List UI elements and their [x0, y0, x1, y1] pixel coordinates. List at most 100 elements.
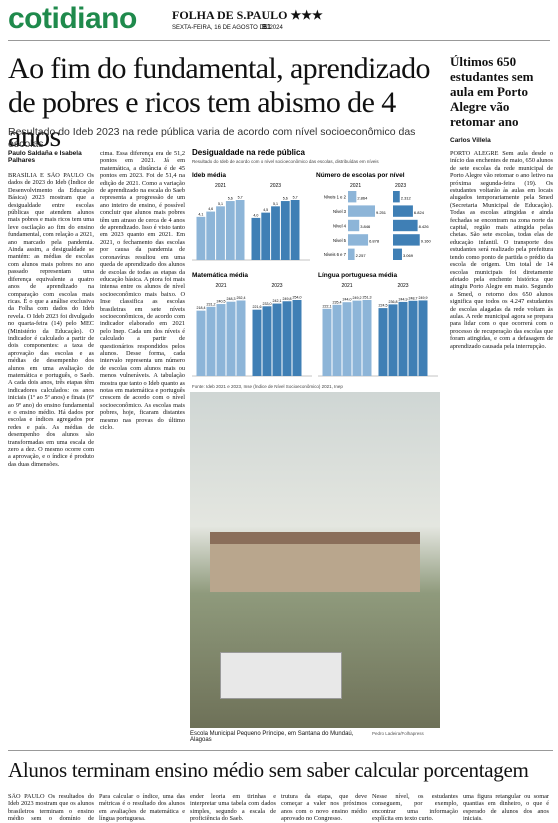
- bottom-body-column: uma figura retangular ou somar quantias …: [463, 793, 549, 823]
- bar: [348, 234, 369, 246]
- bar: [271, 206, 280, 260]
- bar: [292, 300, 302, 376]
- bar: [216, 304, 226, 376]
- value-label: 249,2: [353, 296, 362, 300]
- source: Fonte: Ideb 2021 e 2023, Inse (Índice de…: [192, 383, 343, 389]
- bar: [206, 211, 216, 260]
- value-label: 2.864: [357, 195, 368, 200]
- bar: [362, 300, 372, 376]
- bottom-headline: Alunos terminam ensino médio sem saber c…: [8, 758, 529, 782]
- value-label: 244,0: [343, 298, 352, 302]
- subhead: Resultado do Ideb 2023 na rede pública v…: [8, 126, 416, 150]
- bar: [418, 300, 428, 376]
- value-label: 4,6: [208, 207, 213, 211]
- bar: [225, 201, 235, 260]
- value-label: 224,5: [379, 304, 388, 308]
- side-headline: Últimos 650 estudantes sem aula em Porto…: [450, 54, 534, 129]
- series-label: 2023: [397, 283, 408, 289]
- series-label: 2023: [395, 183, 406, 189]
- series-label: 2021: [215, 283, 226, 289]
- bar: [348, 248, 355, 260]
- bar: [262, 306, 272, 376]
- bar: [348, 191, 357, 203]
- infographic-title: Desigualdade na rede pública: [192, 148, 305, 157]
- value-label: 222,1: [323, 304, 332, 308]
- side-byline: Carlos Villela: [450, 137, 491, 144]
- infographic: Desigualdade na rede pública Resultado d…: [192, 148, 438, 389]
- value-label: 252,4: [237, 296, 246, 300]
- value-label: 4,1: [198, 212, 203, 216]
- category-label: Nível 3: [333, 209, 347, 214]
- bottom-body-column: Para calcular o índice, uma das métricas…: [99, 793, 185, 823]
- bar: [388, 304, 398, 376]
- bar: [322, 308, 332, 376]
- value-label: 235,4: [333, 300, 342, 304]
- category-label: Nível 4: [333, 223, 347, 228]
- value-label: 4,0: [253, 213, 258, 217]
- bar: [196, 310, 206, 376]
- date: SEXTA-FEIRA, 16 DE AGOSTO DE 2024: [172, 25, 283, 31]
- bar: [290, 200, 300, 260]
- bar: [378, 308, 388, 376]
- series-label: 2021: [350, 183, 361, 189]
- value-label: 240,5: [217, 300, 226, 304]
- bar: [196, 216, 206, 260]
- bottom-body-column: Nesse nível, os estudantes conseguem, po…: [372, 793, 458, 823]
- bar: [393, 191, 400, 203]
- bar: [393, 234, 420, 246]
- value-label: 3.069: [403, 253, 414, 258]
- value-label: 9.251: [376, 210, 387, 215]
- masthead: FOLHA DE S.PAULO ★★★: [172, 8, 323, 22]
- bar: [408, 300, 418, 376]
- photo-caption: Escola Municipal Pequeno Príncipe, em Sa…: [190, 731, 354, 743]
- value-label: 5,7: [238, 196, 243, 200]
- category-label: Níveis 1 e 2: [324, 195, 347, 200]
- bar: [280, 201, 290, 260]
- bar: [393, 205, 413, 217]
- bus: [220, 652, 342, 699]
- bar: [393, 248, 402, 260]
- body-column: cima. Essa diferença era de 51,2 pontos …: [100, 150, 185, 432]
- value-label: 254,0: [293, 296, 302, 300]
- chart-title: Número de escolas por nível: [316, 172, 405, 179]
- chart-title: Matemática média: [192, 272, 248, 279]
- bar: [226, 301, 236, 376]
- value-label: 6.824: [414, 210, 425, 215]
- value-label: 6.878: [369, 239, 380, 244]
- value-label: 5,7: [293, 196, 298, 200]
- bottom-body-column: ender leoria em tirinhas e interpretar u…: [190, 793, 276, 823]
- value-label: 233,0: [263, 302, 272, 306]
- bar: [352, 300, 362, 376]
- roof: [210, 532, 420, 544]
- value-label: 5,6: [283, 197, 288, 201]
- rule: [8, 40, 550, 41]
- bar: [348, 205, 375, 217]
- value-label: 248,3: [227, 297, 236, 301]
- bar: [398, 301, 408, 376]
- value-label: 8.426: [419, 224, 430, 229]
- value-label: 244,9: [399, 297, 408, 301]
- category-label: Nível 5: [333, 238, 347, 243]
- bar: [251, 217, 261, 260]
- bottom-body-column: SÃO PAULO Os resultados do Ideb 2023 mos…: [8, 793, 94, 823]
- bar: [252, 309, 262, 376]
- series-label: 2021: [215, 183, 226, 189]
- bar: [261, 212, 271, 260]
- value-label: 251,3: [363, 296, 372, 300]
- bar: [342, 302, 352, 376]
- series-label: 2021: [341, 283, 352, 289]
- value-label: 236,8: [389, 300, 398, 304]
- category-label: Níveis 6 e 7: [324, 252, 347, 257]
- rule: [8, 750, 553, 751]
- infographic-subtitle: Resultado do Ideb de acordo com o nível …: [192, 159, 379, 164]
- value-label: 218,4: [197, 306, 206, 310]
- value-label: 5,6: [228, 197, 233, 201]
- body-column: BRASÍLIA E SÃO PAULO Os dados de 2023 do…: [8, 172, 94, 468]
- value-label: 249,9: [419, 296, 428, 300]
- building: [210, 542, 420, 592]
- value-label: 248,7: [409, 296, 418, 300]
- value-label: 2.312: [401, 195, 412, 200]
- value-label: 9.160: [421, 239, 432, 244]
- bar: [216, 206, 225, 260]
